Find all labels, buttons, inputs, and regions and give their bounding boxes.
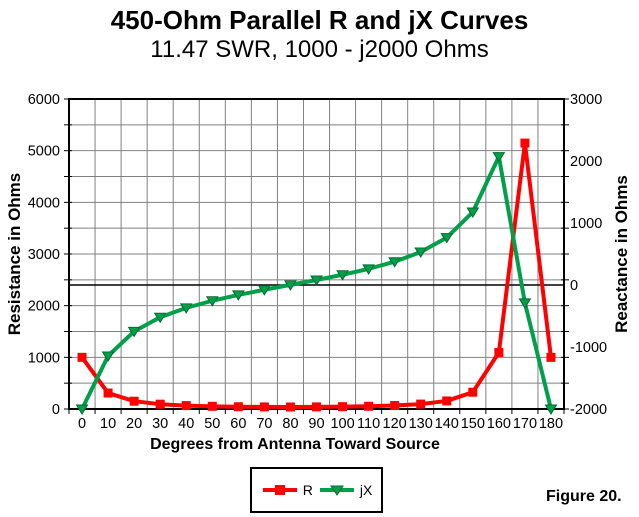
svg-text:2000: 2000 <box>28 299 60 315</box>
legend: R jX <box>250 467 383 513</box>
axis-ticks <box>64 98 569 414</box>
svg-text:0: 0 <box>52 402 60 418</box>
svg-text:50: 50 <box>204 416 220 432</box>
svg-text:130: 130 <box>409 416 433 432</box>
svg-text:1000: 1000 <box>28 350 60 366</box>
jx-series-swatch-icon <box>319 485 354 496</box>
chart-subtitle: 11.47 SWR, 1000 - j2000 Ohms <box>150 36 489 63</box>
svg-text:150: 150 <box>461 416 485 432</box>
svg-text:180: 180 <box>539 416 563 432</box>
svg-text:80: 80 <box>282 416 298 432</box>
legend-label-r: R <box>302 482 313 498</box>
svg-text:3000: 3000 <box>28 247 60 263</box>
gridlines <box>69 99 564 409</box>
svg-text:20: 20 <box>126 416 142 432</box>
svg-text:70: 70 <box>256 416 272 432</box>
svg-text:2000: 2000 <box>570 154 602 170</box>
legend-label-jx: jX <box>359 482 373 498</box>
figure-caption: Figure 20. <box>546 488 622 505</box>
svg-text:0: 0 <box>78 416 86 432</box>
svg-text:1000: 1000 <box>570 216 602 232</box>
svg-text:170: 170 <box>513 416 537 432</box>
svg-text:5000: 5000 <box>28 144 60 160</box>
jx-series-markers <box>75 152 558 415</box>
legend-item-jx: jX <box>318 482 372 498</box>
x-axis-tick-labels: 0 10 20 30 40 50 60 70 80 90 100 110 120 130 140 150 160… <box>78 416 563 432</box>
svg-text:-1000: -1000 <box>570 340 607 356</box>
svg-text:6000: 6000 <box>28 92 60 108</box>
left-axis-tick-labels: 0 1000 2000 3000 4000 5000 6000 <box>28 92 60 418</box>
svg-text:160: 160 <box>487 416 511 432</box>
svg-text:3000: 3000 <box>570 92 602 108</box>
r-series-markers <box>77 138 556 412</box>
svg-text:110: 110 <box>357 416 380 432</box>
svg-text:40: 40 <box>178 416 194 432</box>
svg-text:120: 120 <box>383 416 407 432</box>
svg-text:60: 60 <box>230 416 246 432</box>
left-axis-title: Resistance in Ohms <box>5 172 24 336</box>
svg-text:100: 100 <box>330 416 354 432</box>
legend-item-r: R <box>261 482 313 498</box>
right-axis-title: Reactance in Ohms <box>612 175 631 333</box>
svg-text:4000: 4000 <box>28 195 60 211</box>
chart-title: 450-Ohm Parallel R and jX Curves <box>110 5 529 35</box>
r-series <box>80 141 553 409</box>
right-axis-tick-labels: -2000 -1000 0 1000 2000 3000 <box>570 92 607 418</box>
svg-text:0: 0 <box>570 278 578 294</box>
r-series-line <box>80 141 553 409</box>
x-axis-title: Degrees from Antenna Toward Source <box>150 436 440 453</box>
r-series-swatch-icon <box>262 485 297 495</box>
svg-text:90: 90 <box>308 416 324 432</box>
svg-text:140: 140 <box>435 416 459 432</box>
svg-text:-2000: -2000 <box>570 402 607 418</box>
svg-text:10: 10 <box>100 416 116 432</box>
svg-text:30: 30 <box>152 416 168 432</box>
